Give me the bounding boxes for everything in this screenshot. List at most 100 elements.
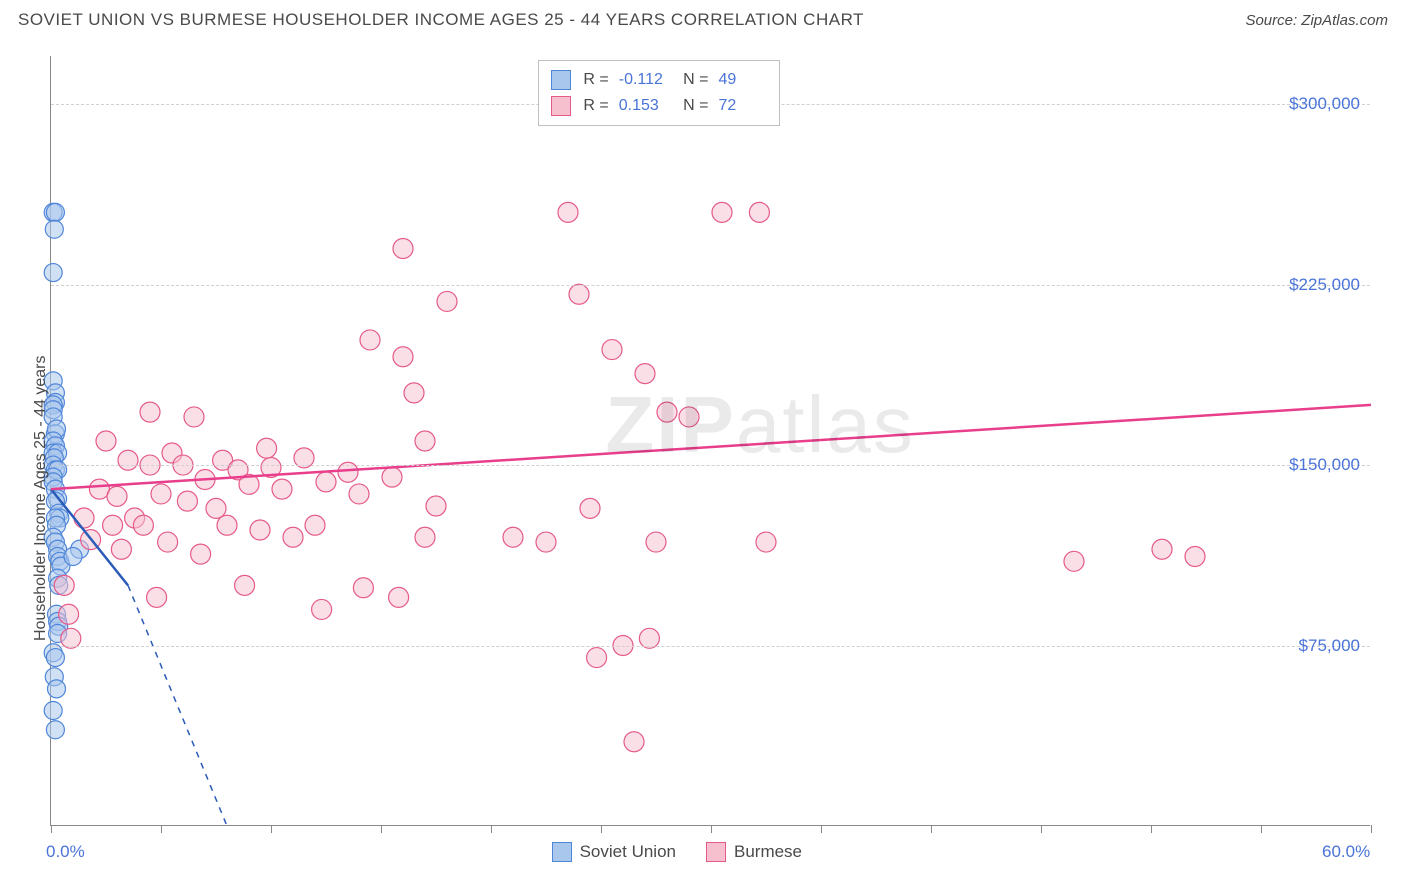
- data-point: [415, 431, 435, 451]
- x-tick: [931, 825, 932, 833]
- data-point: [1152, 539, 1172, 559]
- legend-stats-row: R =-0.112 N =49: [551, 67, 766, 93]
- data-point: [191, 544, 211, 564]
- data-point: [536, 532, 556, 552]
- legend-label: Soviet Union: [580, 842, 676, 862]
- data-point: [635, 364, 655, 384]
- y-tick-label: $225,000: [1289, 275, 1360, 295]
- data-point: [44, 264, 62, 282]
- data-point: [393, 239, 413, 259]
- data-point: [151, 484, 171, 504]
- n-label: N =: [679, 93, 709, 119]
- x-tick: [1041, 825, 1042, 833]
- data-point: [404, 383, 424, 403]
- gridline: [51, 285, 1370, 286]
- y-tick-label: $150,000: [1289, 455, 1360, 475]
- data-point: [103, 515, 123, 535]
- data-point: [1185, 547, 1205, 567]
- data-point: [118, 450, 138, 470]
- data-point: [184, 407, 204, 427]
- y-tick-label: $75,000: [1299, 636, 1360, 656]
- scatter-svg: [51, 56, 1371, 826]
- n-label: N =: [679, 67, 709, 93]
- legend-label: Burmese: [734, 842, 802, 862]
- data-point: [580, 498, 600, 518]
- data-point: [393, 347, 413, 367]
- legend-stats-row: R = 0.153 N = 72: [551, 93, 766, 119]
- source-label: Source: ZipAtlas.com: [1245, 12, 1388, 29]
- data-point: [389, 587, 409, 607]
- chart-container: SOVIET UNION VS BURMESE HOUSEHOLDER INCO…: [0, 0, 1406, 892]
- data-point: [272, 479, 292, 499]
- plot-area: ZIPatlas $75,000$150,000$225,000$300,000: [50, 56, 1370, 826]
- data-point: [316, 472, 336, 492]
- data-point: [353, 578, 373, 598]
- data-point: [44, 702, 62, 720]
- x-tick: [381, 825, 382, 833]
- x-tick: [51, 825, 52, 833]
- r-value: -0.112: [619, 67, 667, 93]
- gridline: [51, 465, 1370, 466]
- legend-swatch: [706, 842, 726, 862]
- data-point: [437, 291, 457, 311]
- n-value: 72: [719, 93, 767, 119]
- data-point: [624, 732, 644, 752]
- data-point: [96, 431, 116, 451]
- x-tick: [821, 825, 822, 833]
- data-point: [305, 515, 325, 535]
- data-point: [217, 515, 237, 535]
- title-bar: SOVIET UNION VS BURMESE HOUSEHOLDER INCO…: [18, 10, 1388, 30]
- x-axis-max-label: 60.0%: [1322, 842, 1370, 862]
- data-point: [74, 508, 94, 528]
- data-point: [1064, 551, 1084, 571]
- data-point: [107, 486, 127, 506]
- trend-line: [51, 405, 1371, 489]
- x-tick: [1261, 825, 1262, 833]
- data-point: [558, 202, 578, 222]
- data-point: [111, 539, 131, 559]
- x-tick: [271, 825, 272, 833]
- x-tick: [601, 825, 602, 833]
- x-tick: [1371, 825, 1372, 833]
- data-point: [48, 680, 66, 698]
- data-point: [46, 203, 64, 221]
- x-tick: [491, 825, 492, 833]
- data-point: [206, 498, 226, 518]
- data-point: [503, 527, 523, 547]
- legend-bottom: Soviet Union Burmese: [552, 842, 802, 862]
- data-point: [426, 496, 446, 516]
- data-point: [679, 407, 699, 427]
- data-point: [415, 527, 435, 547]
- r-label: R =: [583, 93, 608, 119]
- data-point: [646, 532, 666, 552]
- data-point: [140, 402, 160, 422]
- legend-swatch: [551, 70, 571, 90]
- data-point: [382, 467, 402, 487]
- trend-line-dashed: [128, 585, 227, 826]
- legend-item: Soviet Union: [552, 842, 676, 862]
- data-point: [54, 575, 74, 595]
- data-point: [756, 532, 776, 552]
- x-axis-min-label: 0.0%: [46, 842, 85, 862]
- data-point: [235, 575, 255, 595]
- data-point: [283, 527, 303, 547]
- legend-swatch: [552, 842, 572, 862]
- n-value: 49: [719, 67, 767, 93]
- data-point: [349, 484, 369, 504]
- data-point: [89, 479, 109, 499]
- data-point: [46, 649, 64, 667]
- r-value: 0.153: [619, 93, 667, 119]
- data-point: [147, 587, 167, 607]
- data-point: [257, 438, 277, 458]
- x-tick: [711, 825, 712, 833]
- data-point: [360, 330, 380, 350]
- data-point: [312, 599, 332, 619]
- data-point: [158, 532, 178, 552]
- x-tick: [1151, 825, 1152, 833]
- data-point: [250, 520, 270, 540]
- data-point: [569, 284, 589, 304]
- data-point: [133, 515, 153, 535]
- data-point: [587, 648, 607, 668]
- data-point: [749, 202, 769, 222]
- y-tick-label: $300,000: [1289, 94, 1360, 114]
